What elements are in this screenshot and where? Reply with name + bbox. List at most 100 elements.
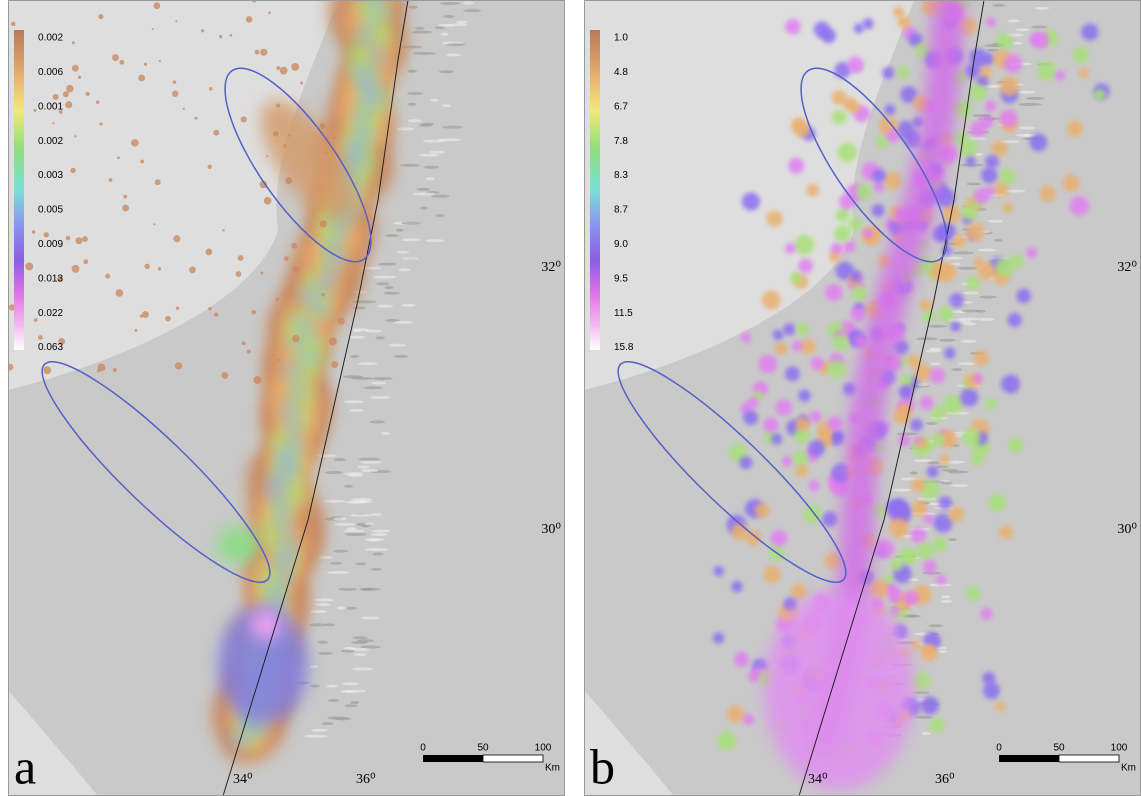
heat-dot [34, 109, 37, 112]
relief [948, 538, 957, 541]
relief [310, 665, 318, 668]
scale-tick-label: 100 [535, 743, 552, 754]
legend-label: 9.0 [614, 239, 628, 250]
heat-dot [950, 321, 960, 331]
legend-label: 0.009 [38, 239, 63, 250]
heat-dot [332, 137, 335, 140]
heat-dot [1069, 196, 1089, 216]
heat-blob [289, 426, 300, 437]
heat-blob [356, 128, 371, 143]
heat-dot [246, 16, 253, 23]
relief [394, 355, 409, 358]
relief [979, 296, 996, 299]
heat-dot [713, 632, 724, 643]
relief [413, 192, 436, 195]
heat-dot [763, 417, 778, 432]
heat-dot [920, 396, 934, 410]
heat-dot [283, 144, 287, 148]
heat-dot [985, 100, 996, 111]
heat-dot [98, 14, 103, 19]
heat-dot [847, 57, 864, 74]
relief [446, 53, 461, 56]
relief [353, 653, 367, 656]
relief [361, 617, 380, 620]
heat-dot [219, 35, 222, 38]
relief [994, 239, 1003, 242]
heat-dot [74, 135, 76, 137]
relief [333, 517, 346, 520]
relief [992, 4, 1005, 7]
relief [412, 52, 436, 55]
relief [446, 43, 465, 46]
heat-dot [134, 329, 137, 332]
relief [346, 607, 356, 610]
relief [417, 188, 430, 191]
heat-dot [1016, 289, 1031, 304]
heat-blob [346, 151, 364, 169]
heat-dot [1081, 23, 1098, 40]
heat-dot [851, 285, 867, 301]
relief [355, 562, 366, 565]
relief [345, 533, 367, 536]
relief [315, 603, 331, 606]
heat-dot [762, 290, 781, 309]
heat-blob [268, 583, 285, 600]
relief [1017, 91, 1035, 94]
heat-dot [158, 267, 161, 270]
heat-dot [832, 90, 847, 105]
heat-dot [138, 75, 145, 82]
heat-dot [175, 20, 177, 22]
heat-dot [292, 266, 299, 273]
relief [384, 292, 400, 295]
heat-dot [931, 406, 946, 421]
scale-tick-label: 100 [1111, 743, 1128, 754]
heat-dot [829, 252, 840, 263]
legend-label: 0.063 [38, 342, 63, 353]
legend-label: 11.5 [614, 308, 633, 319]
relief [941, 481, 952, 484]
relief [916, 337, 938, 340]
relief [435, 214, 445, 217]
heat-dot [734, 652, 749, 667]
relief [370, 396, 391, 399]
heat-dot [798, 259, 813, 274]
heat-blob [284, 363, 299, 378]
relief [939, 650, 948, 653]
relief [353, 636, 368, 639]
relief [325, 471, 342, 474]
heat-dot [962, 428, 980, 446]
relief [341, 650, 355, 653]
heat-dot [230, 34, 233, 37]
relief [372, 382, 386, 385]
heat-dot [53, 94, 59, 100]
heat-dot [291, 63, 299, 71]
heat-dot [52, 122, 54, 124]
heat-dot [822, 511, 838, 527]
heat-dot [739, 456, 752, 469]
heat-dot [966, 223, 985, 242]
relief [438, 24, 456, 27]
relief [378, 263, 396, 266]
relief [396, 127, 414, 130]
heat-blob [317, 275, 334, 292]
heat-dot [236, 271, 242, 277]
relief [463, 9, 481, 12]
heat-dot [99, 122, 102, 125]
relief [344, 485, 353, 488]
heat-dot [72, 65, 79, 72]
heat-dot [872, 204, 885, 217]
heat-dot [999, 525, 1013, 539]
relief [365, 548, 388, 551]
heat-dot [903, 590, 919, 606]
heat-dot [1000, 169, 1016, 185]
relief [361, 588, 373, 591]
heat-dot [910, 419, 923, 432]
relief [443, 15, 454, 18]
latitude-label: 32⁰ [541, 260, 561, 275]
heat-dot [205, 249, 212, 256]
relief [963, 322, 976, 325]
relief [394, 321, 414, 324]
heat-dot [782, 456, 793, 467]
relief [442, 104, 451, 107]
relief [349, 336, 365, 339]
